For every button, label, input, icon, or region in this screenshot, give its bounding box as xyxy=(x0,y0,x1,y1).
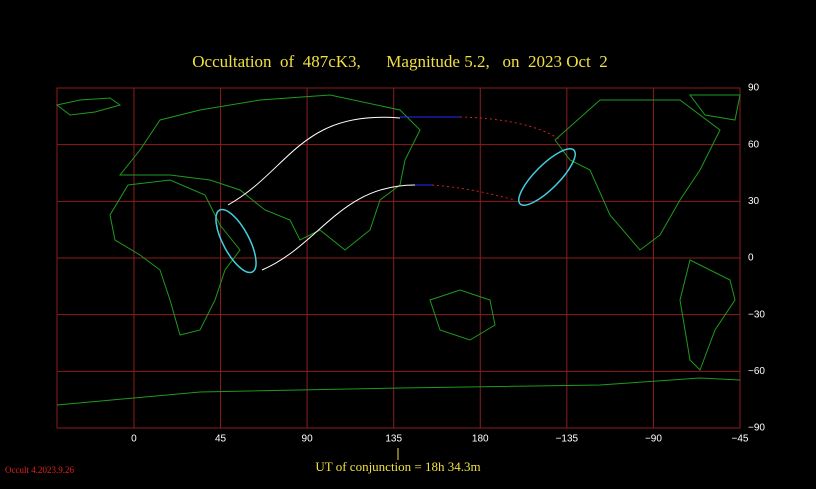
coastline xyxy=(109,179,241,336)
coastline xyxy=(118,94,421,251)
footer: Occult 4.2023.9.26 xyxy=(5,465,74,475)
coastline xyxy=(429,289,496,341)
x-tick-label: 135 xyxy=(385,434,402,445)
y-tick-label: 60 xyxy=(748,139,760,150)
y-tick-label: −60 xyxy=(748,366,765,377)
visibility-ellipse xyxy=(215,208,257,274)
x-tick-label: −135 xyxy=(556,434,579,445)
path-limit xyxy=(227,116,401,206)
y-tick-label: −90 xyxy=(748,423,765,434)
x-tick-label: 90 xyxy=(302,434,314,445)
path-limit xyxy=(459,116,561,141)
coastline xyxy=(55,97,122,116)
coastline xyxy=(554,99,721,251)
occultation-paths xyxy=(215,116,576,274)
path-limit xyxy=(261,184,416,271)
x-tick-label: 180 xyxy=(472,434,489,445)
coastline xyxy=(689,94,741,121)
visibility-ellipse xyxy=(518,148,576,206)
coastline xyxy=(56,377,741,406)
x-tick-label: 0 xyxy=(131,434,137,445)
y-tick-label: −30 xyxy=(748,309,765,320)
grid xyxy=(56,87,741,429)
y-tick-label: 0 xyxy=(748,253,754,264)
coastlines xyxy=(55,94,741,406)
x-tick-label: −45 xyxy=(732,434,749,445)
x-tick-label: −90 xyxy=(645,434,662,445)
conjunction-label: UT of conjunction = 18h 34.3m xyxy=(315,459,480,474)
path-limit xyxy=(431,184,516,201)
y-tick-label: 90 xyxy=(748,83,760,94)
y-tick-label: 30 xyxy=(748,196,760,207)
x-tick-label: 45 xyxy=(215,434,227,445)
coastline xyxy=(679,259,736,371)
chart-title: Occultation of 487cK3, Magnitude 5.2, on… xyxy=(192,52,608,71)
